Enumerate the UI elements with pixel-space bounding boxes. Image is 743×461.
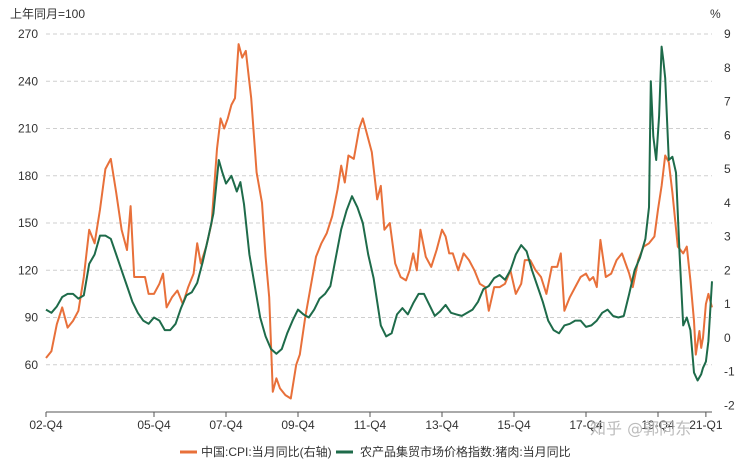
right-axis-unit: % (710, 7, 721, 21)
right-tick-label: 0 (724, 331, 731, 345)
right-tick-label: 4 (724, 196, 731, 210)
right-tick-label: -1 (724, 365, 735, 379)
x-tick-label: 13-Q4 (425, 418, 459, 432)
legend-label: 中国:CPI:当月同比(右轴) (201, 444, 332, 459)
legend-label: 农产品集贸市场价格指数:猪肉:当月同比 (360, 444, 571, 459)
series-lines (45, 43, 713, 400)
legend: 中国:CPI:当月同比(右轴) 农产品集贸市场价格指数:猪肉:当月同比 (180, 444, 571, 459)
pork-price-series-line (45, 45, 713, 382)
x-tick-label: 02-Q4 (29, 418, 63, 432)
x-tick-label: 15-Q4 (497, 418, 531, 432)
left-tick-label: 60 (25, 358, 39, 372)
right-tick-label: 8 (724, 61, 731, 75)
right-tick-label: 7 (724, 95, 731, 109)
watermark: 知乎 @郭同东 (590, 419, 691, 438)
x-tick-label: 05-Q4 (137, 418, 171, 432)
left-tick-label: 90 (25, 311, 39, 325)
left-axis-unit: 上年同月=100 (10, 7, 85, 21)
right-tick-label: 6 (724, 128, 731, 142)
left-axis-ticks: 60 90 120 150 180 210 240 270 (18, 27, 38, 372)
right-tick-label: 3 (724, 230, 731, 244)
x-tick-label: 21-Q1 (689, 418, 723, 432)
left-tick-label: 210 (18, 122, 38, 136)
x-tick-label: 19-Q4 (641, 418, 675, 432)
right-tick-label: 2 (724, 263, 731, 277)
left-tick-label: 240 (18, 74, 38, 88)
left-tick-label: 180 (18, 169, 38, 183)
left-tick-label: 120 (18, 263, 38, 277)
x-axis: 02-Q4 05-Q4 07-Q4 09-Q4 11-Q4 13-Q4 15-Q4 17-Q4… (29, 411, 723, 432)
right-tick-label: -2 (724, 398, 735, 412)
right-tick-label: 1 (724, 297, 731, 311)
right-tick-label: 5 (724, 162, 731, 176)
right-tick-label: 9 (724, 27, 731, 41)
x-tick-label: 07-Q4 (209, 418, 243, 432)
x-tick-label: 17-Q4 (569, 418, 603, 432)
x-tick-label: 11-Q4 (354, 418, 387, 432)
x-tick-label: 09-Q4 (281, 418, 315, 432)
left-tick-label: 150 (18, 216, 38, 230)
left-tick-label: 270 (18, 27, 38, 41)
cpi-series-line (45, 43, 713, 400)
right-axis-ticks: -2 -1 0 1 2 3 4 5 6 7 8 9 (724, 27, 735, 412)
